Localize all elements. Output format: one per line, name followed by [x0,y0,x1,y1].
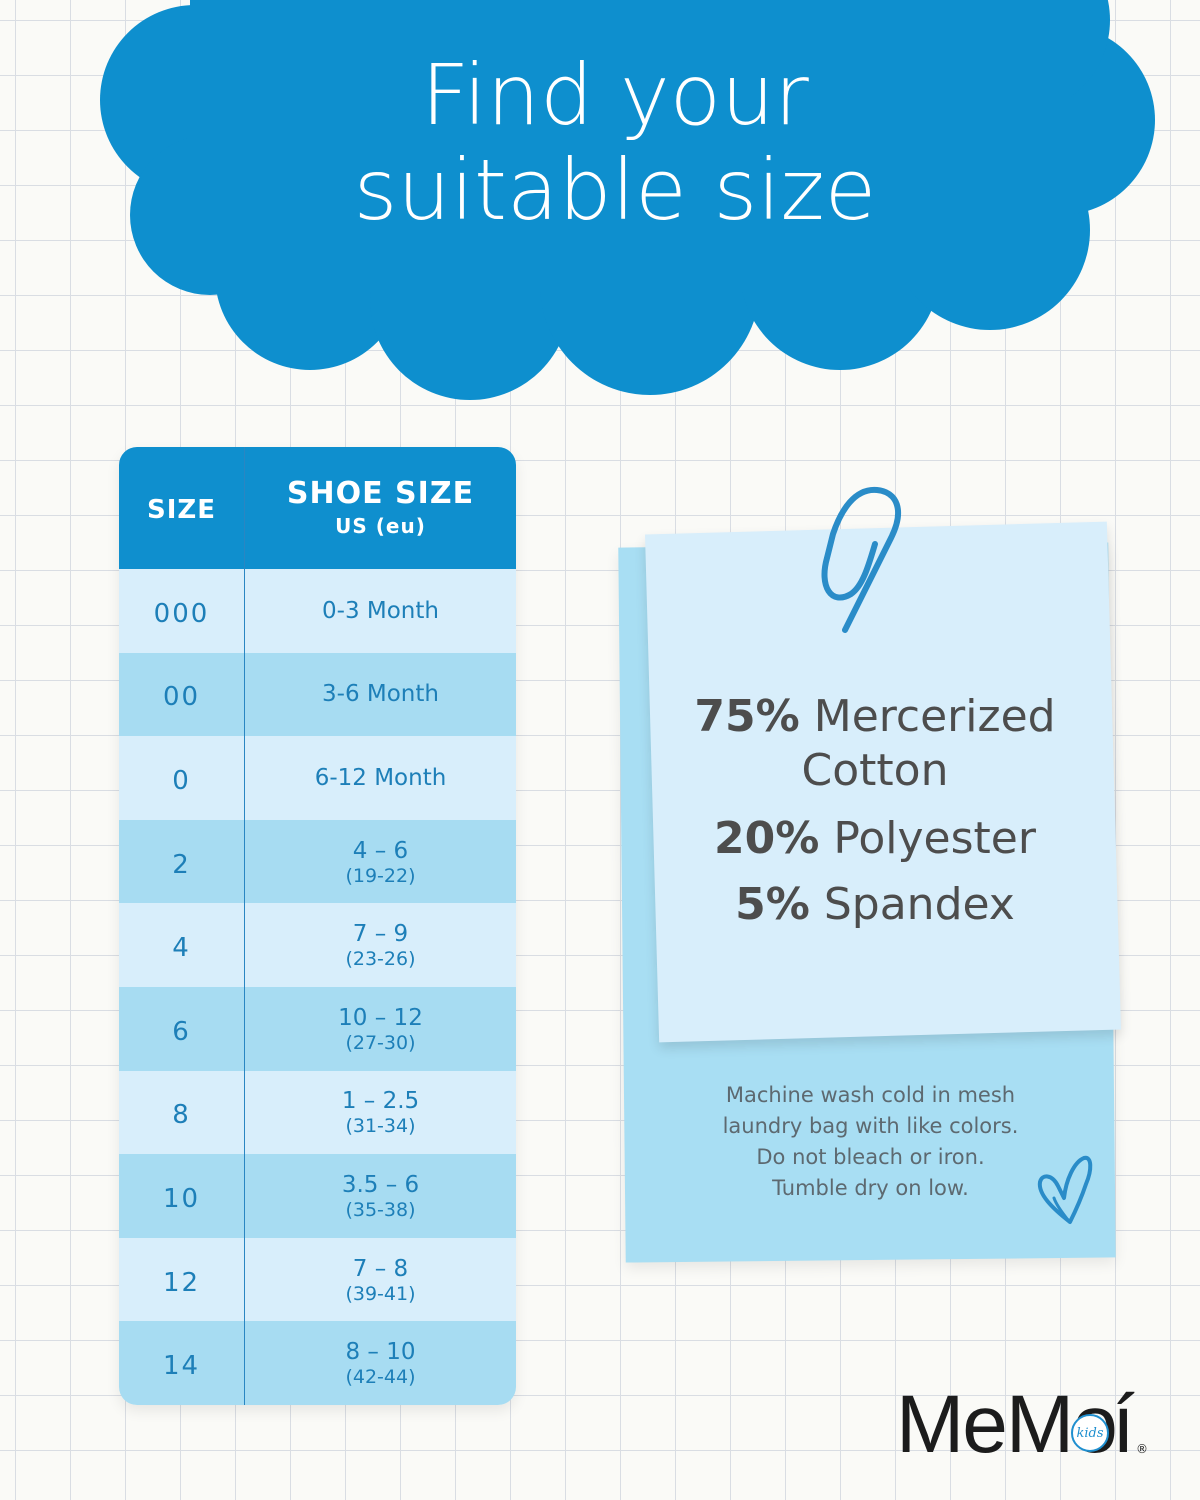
table-header: SIZE SHOE SIZE US (eu) [119,447,516,569]
care-line-3: Do not bleach or iron. [756,1145,985,1169]
shoe-size-eu: (27-30) [345,1031,416,1054]
column-header-shoe-size-sub: US (eu) [335,514,426,538]
shoe-size-cell: 6-12 Month [245,736,516,820]
size-cell: 4 [172,933,191,964]
shoe-size-cell: 7 – 9 (23-26) [245,903,516,987]
cloud-banner [100,0,1155,400]
shoe-size-cell: 0-3 Month [245,569,516,653]
shoe-size-eu: (39-41) [345,1282,416,1305]
care-line-4: Tumble dry on low. [772,1176,969,1200]
shoe-size-cell: 3-6 Month [245,653,516,737]
size-cell: 2 [172,849,191,880]
polyester-percent: 20% [714,813,820,864]
size-cell: 10 [162,1183,201,1214]
material-spandex: 5% Spandex [650,878,1100,932]
table-row: 14 8 – 10 (42-44) [119,1321,516,1405]
size-cell: 12 [162,1267,201,1298]
table-body: 000 0-3 Month 00 3-6 Month 0 6-12 Month 2 4 – 6… [119,569,516,1405]
size-cell: 0 [172,765,191,796]
logo-letter-i: í [1112,1379,1135,1470]
headline-line-1: Find your [421,46,809,144]
shoe-size-eu: (42-44) [345,1366,416,1389]
size-cell: 000 [153,598,210,629]
table-row: 8 1 – 2.5 (31-34) [119,1070,516,1155]
table-row: 10 3.5 – 6 (35-38) [119,1154,516,1238]
shoe-size-us: 4 – 6 [352,837,409,864]
memoi-logo: MeMo kids í ® [896,1380,1156,1470]
logo-registered-mark: ® [1136,1442,1148,1456]
size-cell: 00 [162,682,201,713]
material-cotton: 75% Mercerized Cotton [650,690,1100,798]
column-header-shoe-size: SHOE SIZE [286,476,475,511]
shoe-size-eu: (23-26) [345,948,416,971]
shoe-size-us: 6-12 Month [314,764,447,791]
cotton-label-b: Cotton [801,745,949,796]
table-row: 6 10 – 12 (27-30) [119,986,516,1071]
cotton-label-a: Mercerized [813,691,1056,742]
shoe-size-cell: 10 – 12 (27-30) [245,987,516,1071]
size-cell: 6 [172,1016,191,1047]
shoe-size-us: 0-3 Month [322,597,439,624]
cotton-percent: 75% [694,691,800,742]
shoe-size-eu: (31-34) [345,1115,416,1138]
polyester-label: Polyester [833,813,1036,864]
material-polyester: 20% Polyester [650,812,1100,866]
care-instructions: Machine wash cold in mesh laundry bag wi… [668,1080,1073,1204]
shoe-size-us: 3.5 – 6 [341,1171,420,1198]
headline-line-2: suitable size [353,141,877,239]
shoe-size-eu: (19-22) [345,864,416,887]
heart-doodle-icon [1037,1155,1093,1224]
table-row: 000 0-3 Month [119,569,516,653]
spandex-label: Spandex [823,879,1015,930]
shoe-size-cell: 4 – 6 (19-22) [245,820,516,904]
shoe-size-cell: 1 – 2.5 (31-34) [245,1071,516,1155]
size-chart-table: SIZE SHOE SIZE US (eu) 000 0-3 Month 00 3-6… [119,447,516,1405]
paperclip-icon [821,486,902,633]
shoe-size-us: 7 – 9 [352,921,409,948]
size-cell: 8 [172,1100,191,1131]
table-row: 12 7 – 8 (39-41) [119,1237,516,1322]
shoe-size-cell: 3.5 – 6 (35-38) [245,1154,516,1238]
shoe-size-cell: 7 – 8 (39-41) [245,1238,516,1322]
size-cell: 14 [162,1351,201,1382]
shoe-size-us: 7 – 8 [352,1255,409,1282]
logo-kids-badge: kids [1071,1414,1109,1452]
shoe-size-us: 8 – 10 [345,1339,416,1366]
shoe-size-us: 3-6 Month [322,681,439,708]
shoe-size-cell: 8 – 10 (42-44) [245,1321,516,1405]
table-row: 2 4 – 6 (19-22) [119,819,516,904]
care-line-1: Machine wash cold in mesh [725,1083,1016,1107]
shoe-size-eu: (35-38) [345,1198,416,1221]
table-row: 4 7 – 9 (23-26) [119,903,516,987]
shoe-size-us: 1 – 2.5 [341,1088,420,1115]
care-line-2: laundry bag with like colors. [722,1114,1019,1138]
column-header-size: SIZE [146,495,216,525]
table-row: 0 6-12 Month [119,736,516,820]
spandex-percent: 5% [735,879,810,930]
shoe-size-us: 10 – 12 [338,1004,423,1031]
table-row: 00 3-6 Month [119,652,516,737]
column-divider [244,447,245,1405]
